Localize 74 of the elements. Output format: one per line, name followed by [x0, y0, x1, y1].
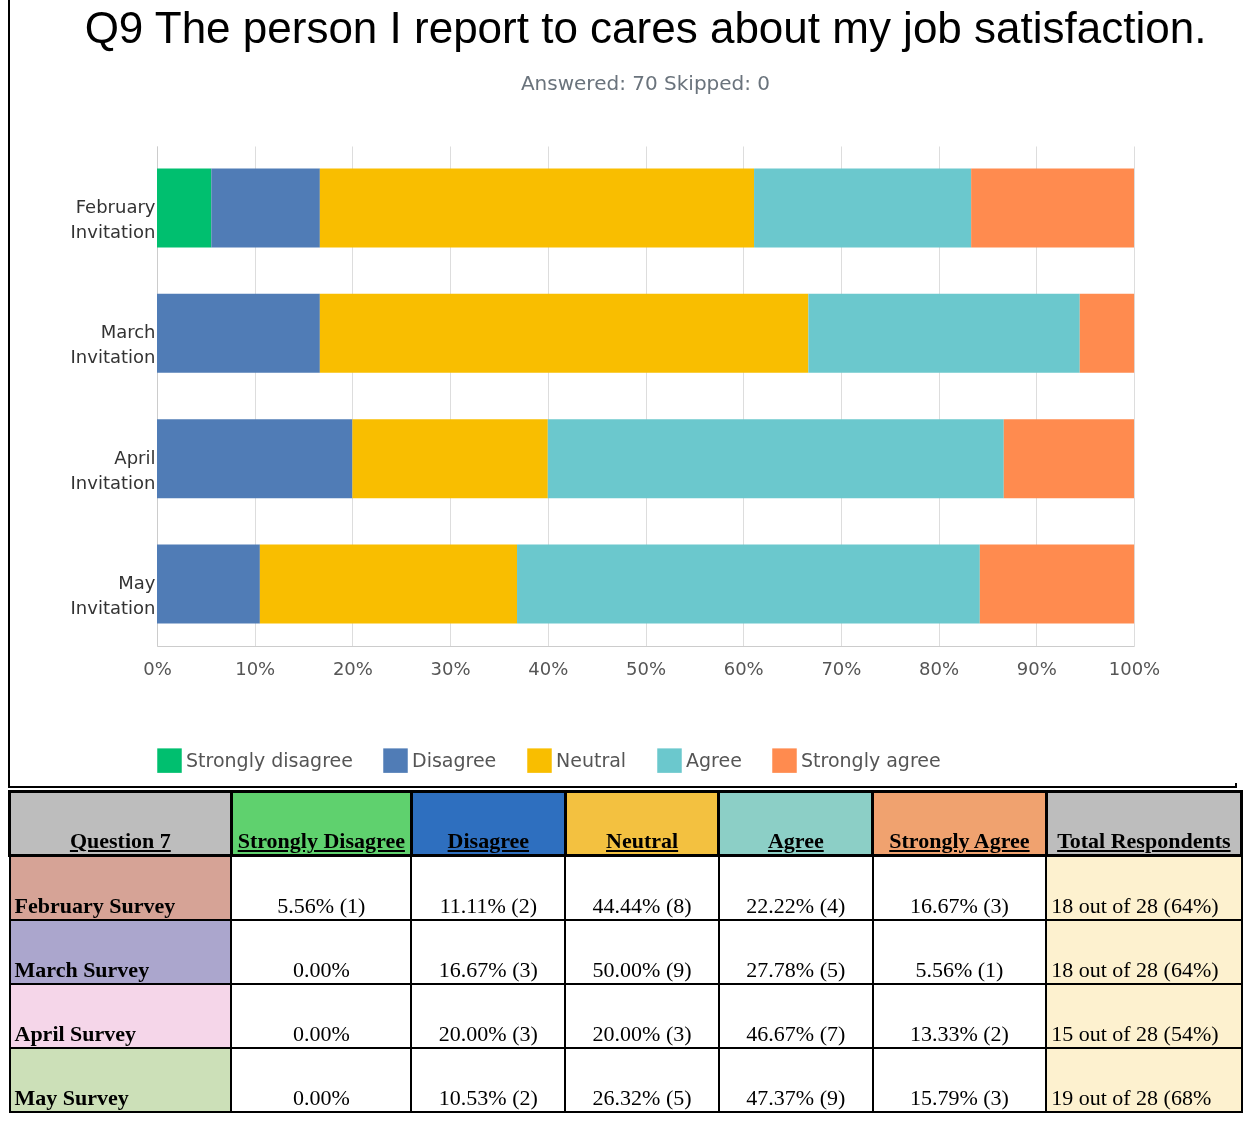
- y-tick-label: April Invitation: [70, 446, 156, 493]
- text: 11.11% (2): [411, 855, 566, 920]
- x-tick-label: 90%: [1016, 657, 1057, 679]
- bar: [754, 168, 972, 248]
- y-tick-label: May Invitation: [70, 571, 156, 618]
- text: March Survey: [9, 919, 232, 984]
- text: Strongly Agree: [872, 791, 1047, 856]
- chart-subtitle: Answered: 70 Skipped: 0: [520, 71, 771, 95]
- x-tick-label: 60%: [723, 657, 764, 679]
- text: 46.67% (7): [718, 983, 873, 1048]
- x-tick-label: 30%: [430, 657, 471, 679]
- text: 16.67% (3): [411, 919, 566, 984]
- x-tick-label: 70%: [821, 657, 862, 679]
- text: Agree: [718, 791, 873, 856]
- text: Total Respondents: [1046, 791, 1242, 856]
- text: Strongly Disagree: [231, 791, 412, 856]
- bar: [352, 419, 548, 499]
- text: 0.00%: [231, 983, 412, 1048]
- chart-title: Q9 The person I report to cares about my job satisfaction.: [84, 3, 1207, 52]
- bar: [1079, 293, 1135, 373]
- bar: [157, 419, 353, 499]
- text: 19 out of 28 (68%: [1046, 1047, 1242, 1112]
- text: 5.56% (1): [231, 855, 412, 920]
- text: Question 7: [9, 791, 232, 856]
- text: 44.44% (8): [565, 855, 719, 920]
- text: 13.33% (2): [872, 983, 1047, 1048]
- text: 15 out of 28 (54%): [1046, 983, 1242, 1048]
- text: April Survey: [9, 983, 232, 1048]
- text: 26.32% (5): [565, 1047, 719, 1112]
- bar: [157, 544, 260, 624]
- text: 20.00% (3): [411, 983, 566, 1048]
- x-tick-label: 40%: [528, 657, 569, 679]
- text: February Survey: [9, 855, 232, 920]
- legend-label: Neutral: [556, 748, 627, 771]
- bar: [319, 168, 755, 248]
- bar: [547, 419, 1004, 499]
- text: 47.37% (9): [718, 1047, 873, 1112]
- y-tick-label: March Invitation: [70, 321, 156, 368]
- text: 18 out of 28 (64%): [1046, 919, 1242, 984]
- bar: [157, 168, 212, 248]
- bar: [517, 544, 980, 624]
- text: 5.56% (1): [872, 919, 1047, 984]
- x-tick-label: 50%: [625, 657, 667, 679]
- text: May Survey: [9, 1047, 232, 1112]
- text: Neutral: [565, 791, 719, 856]
- legend-label: Agree: [686, 748, 742, 771]
- bar: [979, 544, 1135, 624]
- bar: [157, 293, 320, 373]
- x-tick-label: 0%: [143, 657, 172, 679]
- text: 0.00%: [231, 1047, 412, 1112]
- bar: [808, 293, 1080, 373]
- text: Disagree: [411, 791, 566, 856]
- text: 10.53% (2): [411, 1047, 566, 1112]
- x-tick-label: 10%: [235, 657, 276, 679]
- text: 0.00%: [231, 919, 412, 984]
- text: 20.00% (3): [565, 983, 719, 1048]
- y-tick-label: February Invitation: [70, 196, 156, 243]
- bar: [211, 168, 320, 248]
- bar: [971, 168, 1134, 248]
- legend-label: Strongly agree: [801, 748, 941, 771]
- text: 27.78% (5): [718, 919, 873, 984]
- x-tick-label: 100%: [1108, 657, 1161, 679]
- legend-label: Disagree: [412, 748, 497, 771]
- text: 16.67% (3): [872, 855, 1047, 920]
- text: 50.00% (9): [565, 919, 719, 984]
- bar: [1003, 419, 1134, 499]
- text: 15.79% (3): [872, 1047, 1047, 1112]
- bar: [259, 544, 518, 624]
- text: 22.22% (4): [718, 855, 873, 920]
- text: 18 out of 28 (64%): [1046, 855, 1242, 920]
- x-tick-label: 80%: [919, 657, 960, 679]
- x-tick-label: 20%: [332, 657, 373, 679]
- legend-label: Strongly disagree: [186, 748, 353, 771]
- bar: [319, 293, 809, 373]
